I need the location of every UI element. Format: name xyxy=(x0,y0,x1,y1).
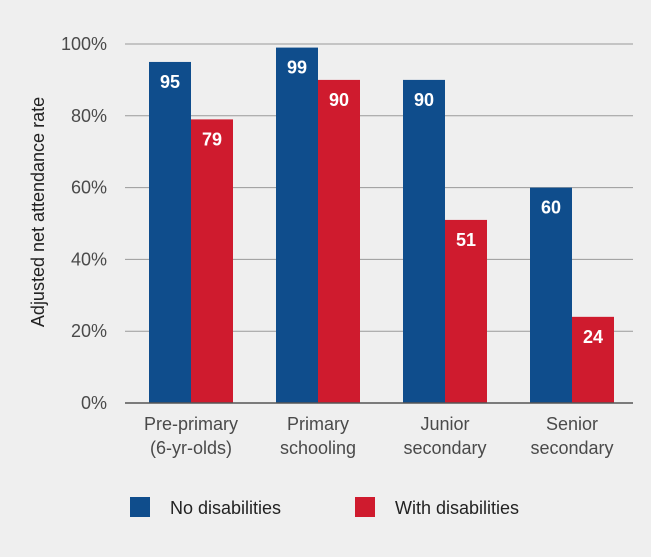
data-label: 60 xyxy=(541,198,561,218)
bar xyxy=(572,316,614,403)
y-tick-label: 20% xyxy=(71,321,107,341)
y-tick-label: 40% xyxy=(71,249,107,269)
bar xyxy=(149,61,191,403)
bar xyxy=(191,119,233,403)
data-label: 51 xyxy=(456,230,476,250)
bar xyxy=(530,187,572,403)
bars: 95 79 99 90 90 51 60 24 xyxy=(149,47,614,404)
y-tick-label: 0% xyxy=(81,393,107,413)
legend: No disabilities With disabilities xyxy=(130,497,519,518)
x-tick-label: schooling xyxy=(280,438,356,458)
data-label: 90 xyxy=(329,90,349,110)
y-tick-label: 80% xyxy=(71,106,107,126)
y-axis-label: Adjusted net attendance rate xyxy=(28,97,48,327)
x-tick-label: (6-yr-olds) xyxy=(150,438,232,458)
bar xyxy=(445,219,487,403)
y-tick-label: 60% xyxy=(71,178,107,198)
axis: 0% 20% 40% 60% 80% 100% Pre-primary (6-yr-olds)… xyxy=(61,34,633,458)
x-tick-label: secondary xyxy=(403,438,486,458)
x-tick-label: Junior xyxy=(420,414,469,434)
data-label: 90 xyxy=(414,90,434,110)
data-label: 24 xyxy=(583,327,603,347)
data-label: 99 xyxy=(287,58,307,78)
bar xyxy=(403,79,445,404)
data-label: 95 xyxy=(160,72,180,92)
legend-label: With disabilities xyxy=(395,498,519,518)
x-tick-label: secondary xyxy=(530,438,613,458)
x-tick-label: Primary xyxy=(287,414,349,434)
legend-swatch xyxy=(355,497,375,517)
y-tick-label: 100% xyxy=(61,34,107,54)
legend-swatch xyxy=(130,497,150,517)
legend-label: No disabilities xyxy=(170,498,281,518)
x-tick-label: Senior xyxy=(546,414,598,434)
data-label: 79 xyxy=(202,129,222,149)
bar xyxy=(318,79,360,404)
bar xyxy=(276,47,318,404)
x-tick-label: Pre-primary xyxy=(144,414,238,434)
